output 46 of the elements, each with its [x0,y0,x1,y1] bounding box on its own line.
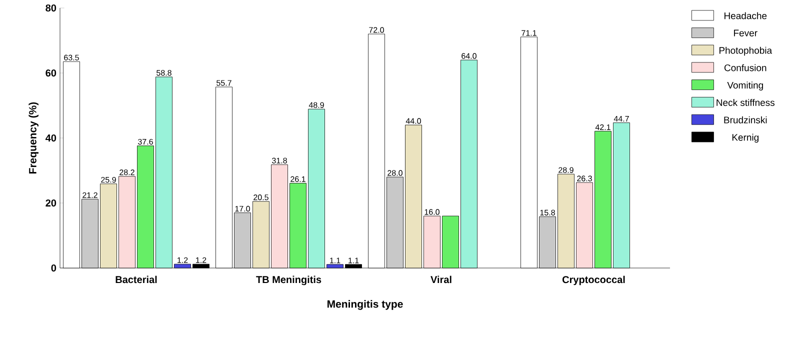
data-label: 55.7 [216,80,232,86]
data-label: 16.0 [424,209,440,215]
y-tick-label: 80 [46,4,56,12]
data-label: 64.0 [462,53,476,59]
data-label: 58.8 [156,70,172,76]
y-axis-title: Frequency (%) [28,102,38,174]
legend-label: Fever [734,30,758,36]
legend-label: Kernig [732,134,758,143]
data-label: 21.2 [82,192,98,198]
data-label: 1.2 [196,257,206,263]
data-label: 63.5 [64,54,79,60]
x-tick-label: Bacterial [116,276,157,284]
data-label: 37.6 [138,138,153,145]
data-label: 1.1 [348,258,359,264]
data-label: 28.0 [388,170,402,176]
data-label: 15.8 [540,210,555,216]
data-label: 42.1 [595,124,610,130]
data-label: 28.2 [120,169,134,176]
data-label: 1.2 [178,257,188,263]
data-label: 20.5 [254,194,268,200]
data-label: 44.7 [614,116,629,122]
data-label: 26.1 [290,176,306,182]
data-label: 71.1 [522,30,536,36]
data-label: 1.1 [330,258,340,264]
x-tick-label: Viral [430,276,452,284]
data-label: 28.9 [558,167,574,173]
legend-label: Photophobia [719,46,772,56]
x-tick-label: TB Meningitis [256,276,322,286]
legend-label: Vomiting [727,82,763,90]
data-label: 26.3 [577,176,592,182]
legend-label: Brudzinski [724,116,767,124]
x-tick-label: Cryptococcal [562,276,625,286]
y-tick-label: 60 [46,69,56,77]
y-tick-label: 0 [51,264,56,272]
legend-label: Headache [724,12,767,20]
data-label: 17.0 [235,206,250,212]
y-tick-label: 20 [46,199,56,207]
legend-label: Neck stiffness [716,98,775,106]
data-label: 72.0 [369,27,384,33]
data-label: 31.8 [272,158,287,164]
y-tick-label: 40 [46,134,56,142]
data-label: 25.9 [101,176,116,183]
legend-label: Confusion [724,64,766,72]
data-label: 48.9 [308,102,324,108]
x-axis-title: Meningitis type [327,300,403,310]
data-label: 44.0 [406,118,421,124]
